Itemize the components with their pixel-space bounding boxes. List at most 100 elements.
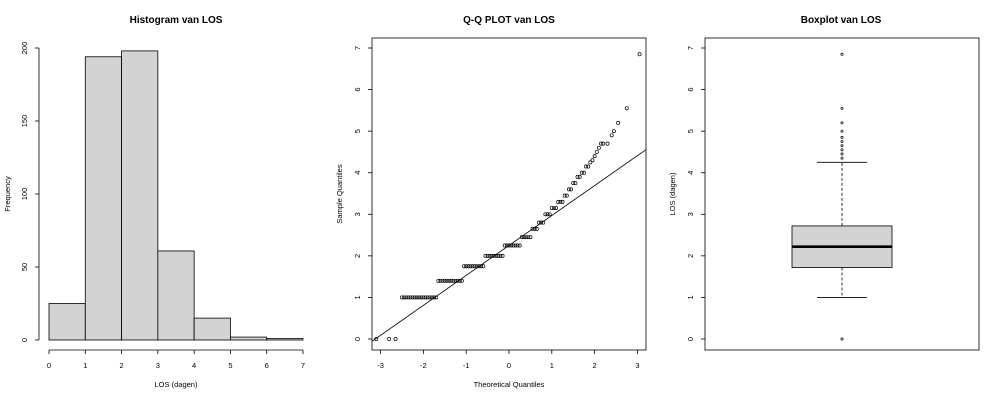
histogram-y-tick-label: 0 (20, 338, 29, 342)
qq-point (449, 278, 454, 283)
boxplot-y-tick-label: 5 (686, 129, 695, 133)
boxplot-outlier (840, 337, 844, 341)
qq-points (374, 52, 642, 341)
qq-point (427, 295, 432, 300)
histogram-bar (121, 50, 159, 341)
qq-point (564, 193, 569, 198)
qq-point (569, 187, 574, 192)
qq-point (609, 133, 614, 138)
boxplot-title: Boxplot van LOS (801, 15, 882, 26)
qq-point (581, 170, 586, 175)
boxplot-y-tick-label: 7 (686, 46, 695, 50)
qq-point (575, 174, 580, 179)
qq-y-tick-label: 3 (353, 212, 362, 216)
qq-y-tick-label: 7 (353, 46, 362, 50)
qq-point (466, 264, 471, 269)
qq-point (605, 141, 610, 146)
histogram-bar (266, 338, 304, 341)
qq-y-tick-label: 1 (353, 295, 362, 299)
qq-point (552, 206, 556, 210)
histogram-x-tick-label: 3 (156, 361, 160, 370)
boxplot-elements (791, 52, 893, 341)
qq-point (534, 226, 539, 231)
qq-point (545, 212, 550, 217)
qq-point (438, 278, 443, 283)
qq-point (410, 295, 415, 300)
qq-point (492, 253, 496, 258)
qq-point (588, 160, 593, 165)
boxplot-outlier (840, 148, 844, 152)
qq-point (432, 295, 437, 300)
boxplot-outlier (840, 106, 844, 110)
qq-x-tick-label: -2 (420, 361, 427, 370)
qq-x-tick-label: 2 (593, 361, 597, 370)
qq-y-label: Sample Quantiles (335, 164, 344, 223)
qq-point (470, 264, 475, 269)
qq-point (387, 337, 392, 341)
qq-point (415, 295, 419, 300)
qq-point (530, 226, 535, 231)
qq-point (616, 120, 621, 125)
qq-point (423, 295, 428, 300)
histogram-bars (48, 50, 304, 341)
histogram-bar (193, 317, 231, 341)
qq-point (502, 243, 507, 248)
qq-point (513, 243, 518, 248)
boxplot-outlier (840, 135, 844, 139)
qq-x-tick-label: -3 (377, 361, 384, 370)
qq-x-tick-label: 0 (507, 361, 511, 370)
qq-point (425, 295, 430, 300)
qq-point (419, 295, 424, 300)
qq-point (611, 129, 616, 134)
boxplot-y-tick-label: 2 (686, 254, 695, 258)
qq-y-ticks: 0 1 2 3 4 5 6 7 (353, 46, 372, 341)
boxplot-outlier (840, 144, 844, 148)
qq-x-tick-label: 3 (635, 361, 639, 370)
qq-point (408, 295, 413, 300)
qq-point (526, 235, 531, 240)
qq-y-tick-label: 0 (353, 337, 362, 341)
histogram-x-ticks: 0 1 2 3 4 5 6 7 (47, 350, 305, 370)
qq-point (477, 264, 481, 269)
qq-point (468, 264, 473, 269)
qq-point (417, 295, 422, 300)
qq-x-tick-label: 1 (550, 361, 554, 370)
qq-x-tick-label: -1 (463, 361, 470, 370)
qq-point (436, 278, 441, 283)
histogram-title: Histogram van LOS (130, 15, 223, 26)
qq-point (586, 164, 591, 169)
qq-point (556, 199, 561, 204)
qq-point (624, 106, 629, 111)
histogram-y-tick-label: 50 (20, 263, 29, 271)
qq-reference-line (371, 149, 647, 342)
qq-point (472, 264, 477, 269)
qq-point (547, 212, 552, 217)
qq-point (481, 264, 486, 269)
qq-point (402, 295, 407, 300)
histogram-y-label: Frequency (3, 176, 12, 212)
qq-point (496, 253, 501, 258)
boxplot-y-tick-label: 6 (686, 87, 695, 91)
qq-point (406, 295, 411, 300)
qq-point (421, 295, 426, 300)
qq-plot-box (371, 37, 647, 351)
boxplot-outlier (840, 156, 844, 160)
qq-point (517, 243, 522, 248)
qq-point (400, 295, 404, 300)
boxplot-y-label: LOS (dagen) (668, 172, 677, 215)
qq-point (524, 235, 529, 240)
qq-point (528, 235, 533, 240)
boxplot-outlier (840, 129, 844, 133)
histogram-x-label: LOS (dagen) (155, 380, 198, 389)
qq-x-label: Theoretical Quantiles (474, 380, 545, 389)
qq-point (522, 235, 526, 240)
qq-point (554, 206, 559, 210)
qq-y-tick-label: 5 (353, 129, 362, 133)
qq-panel: Q-Q PLOT van LOS -3 -2 -1 0 1 2 3 0 1 2 3 4 5 6 7 The… (335, 15, 647, 389)
qq-point (515, 243, 520, 248)
qq-point (579, 170, 584, 175)
histogram-x-tick-label: 5 (228, 361, 232, 370)
qq-point (558, 199, 563, 204)
qq-point (464, 264, 469, 269)
